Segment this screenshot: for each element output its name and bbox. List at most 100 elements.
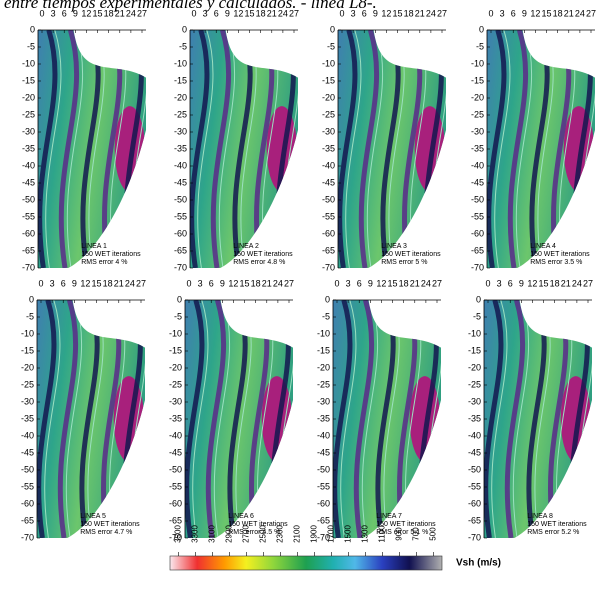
x-tick-label: 12 bbox=[233, 8, 243, 18]
y-tick-label: -65 bbox=[471, 245, 484, 255]
x-tick-label: 27 bbox=[583, 278, 593, 288]
colorbar-tick-label: 2100 bbox=[293, 525, 302, 543]
y-tick-label: -5 bbox=[476, 41, 484, 51]
panel: 0 3 6 9 12 15 18 21 24 270-5-10-15-20-25-30-35-40… bbox=[322, 8, 447, 272]
colorbar-tick-label: 700 bbox=[412, 527, 421, 541]
panel-annotation: 150 WET iterations bbox=[527, 521, 587, 528]
contour-line bbox=[45, 30, 62, 268]
contour-line bbox=[44, 300, 61, 538]
x-tick-label: 15 bbox=[93, 8, 103, 18]
y-tick-label: -10 bbox=[22, 58, 35, 68]
x-tick-label: 18 bbox=[256, 8, 266, 18]
contour-band bbox=[353, 300, 375, 538]
colorbar-tick-label: 1100 bbox=[378, 525, 387, 543]
panel: 0 3 6 9 12 15 18 21 24 270-5-10-15-20-25-30-35-40… bbox=[317, 278, 442, 542]
y-tick-label: -10 bbox=[21, 328, 34, 338]
y-tick-label: -20 bbox=[317, 362, 330, 372]
x-tick-label: 24 bbox=[125, 278, 135, 288]
panel-annotation: RMS error 5 % bbox=[381, 259, 427, 266]
y-tick-label: -10 bbox=[317, 328, 330, 338]
colorbar-tick-label: 2300 bbox=[276, 525, 285, 543]
x-tick-label: 24 bbox=[421, 278, 431, 288]
panel: 0 3 6 9 12 15 18 21 24 270-5-10-15-20-25-30-35-40… bbox=[21, 278, 146, 542]
y-tick-label: -15 bbox=[322, 75, 335, 85]
y-tick-label: -30 bbox=[322, 126, 335, 136]
x-tick-label: 18 bbox=[550, 278, 560, 288]
y-tick-label: -30 bbox=[468, 396, 481, 406]
panel-annotation: 150 WET iterations bbox=[80, 521, 140, 528]
colorbar bbox=[169, 555, 443, 571]
panel: 0 3 6 9 12 15 18 21 24 270-5-10-15-20-25-30-35-40… bbox=[174, 8, 299, 272]
panel: 0 3 6 9 12 15 18 21 24 270-5-10-15-20-25-30-35-40… bbox=[471, 8, 596, 272]
y-tick-label: -55 bbox=[468, 481, 481, 491]
panel-annotation: RMS error 5.2 % bbox=[527, 529, 579, 536]
y-tick-label: -5 bbox=[179, 41, 187, 51]
y-tick-label: -35 bbox=[471, 143, 484, 153]
y-tick-label: -25 bbox=[322, 109, 335, 119]
contour-line bbox=[218, 30, 236, 268]
y-tick-label: -25 bbox=[21, 379, 34, 389]
y-tick-label: -50 bbox=[317, 464, 330, 474]
panel-annotation: RMS error 5.1 % bbox=[376, 529, 428, 536]
y-tick-label: -70 bbox=[22, 262, 35, 272]
y-tick-label: -35 bbox=[169, 413, 182, 423]
contour-line bbox=[512, 300, 530, 538]
colorbar-tick-label: 900 bbox=[395, 527, 404, 541]
y-tick-label: -5 bbox=[26, 311, 34, 321]
panel-annotation: LINEA 3 bbox=[381, 243, 407, 250]
y-tick-label: -5 bbox=[27, 41, 35, 51]
y-tick-label: -40 bbox=[322, 160, 335, 170]
y-tick-label: -35 bbox=[174, 143, 187, 153]
x-tick-label: 3 bbox=[51, 8, 56, 18]
y-tick-label: 0 bbox=[330, 24, 335, 34]
y-tick-label: -25 bbox=[22, 109, 35, 119]
y-tick-label: -60 bbox=[22, 228, 35, 238]
y-tick-label: -15 bbox=[317, 345, 330, 355]
contour-line bbox=[366, 30, 384, 268]
panel: 0 3 6 9 12 15 18 21 24 270-5-10-15-20-25-30-35-40… bbox=[22, 8, 147, 272]
y-tick-label: -55 bbox=[322, 211, 335, 221]
x-tick-label: 15 bbox=[92, 278, 102, 288]
y-tick-label: -40 bbox=[468, 430, 481, 440]
y-tick-label: -55 bbox=[169, 481, 182, 491]
x-tick-label: 21 bbox=[410, 278, 420, 288]
colorbar-tick-label: 500 bbox=[429, 527, 438, 541]
y-tick-label: -65 bbox=[169, 515, 182, 525]
y-tick-label: -45 bbox=[468, 447, 481, 457]
y-tick-label: -70 bbox=[169, 532, 182, 542]
x-tick-label: 6 bbox=[61, 278, 66, 288]
contour-line bbox=[340, 300, 357, 538]
y-tick-label: -25 bbox=[468, 379, 481, 389]
y-tick-label: -70 bbox=[471, 262, 484, 272]
y-tick-label: -70 bbox=[317, 532, 330, 542]
y-tick-label: -40 bbox=[317, 430, 330, 440]
x-tick-label: 0 bbox=[39, 8, 44, 18]
contour-band bbox=[210, 30, 232, 268]
x-tick-label: 27 bbox=[137, 8, 147, 18]
x-tick-label: 6 bbox=[511, 8, 516, 18]
panel-annotation: RMS error 4.7 % bbox=[80, 529, 132, 536]
contour-band bbox=[57, 300, 79, 538]
y-tick-label: -55 bbox=[174, 211, 187, 221]
x-tick-label: 0 bbox=[488, 8, 493, 18]
panel-annotation: RMS error 4 % bbox=[81, 259, 127, 266]
panel-annotation: LINEA 6 bbox=[228, 513, 254, 520]
x-tick-label: 15 bbox=[245, 8, 255, 18]
panel-annotation: LINEA 1 bbox=[81, 243, 107, 250]
y-tick-label: -50 bbox=[471, 194, 484, 204]
y-tick-label: -15 bbox=[169, 345, 182, 355]
colorbar-tick-label: 1500 bbox=[344, 525, 353, 543]
y-tick-label: -20 bbox=[22, 92, 35, 102]
contour-band bbox=[333, 300, 353, 538]
y-tick-label: -50 bbox=[174, 194, 187, 204]
panel-annotation: 150 WET iterations bbox=[530, 251, 590, 258]
panel-annotation: RMS error 4.8 % bbox=[233, 259, 285, 266]
y-tick-label: -15 bbox=[471, 75, 484, 85]
y-tick-label: -65 bbox=[174, 245, 187, 255]
y-tick-label: -20 bbox=[21, 362, 34, 372]
x-tick-label: 9 bbox=[368, 278, 373, 288]
y-tick-label: -40 bbox=[471, 160, 484, 170]
panel-annotation: 150 WET iterations bbox=[233, 251, 293, 258]
y-tick-label: -45 bbox=[471, 177, 484, 187]
